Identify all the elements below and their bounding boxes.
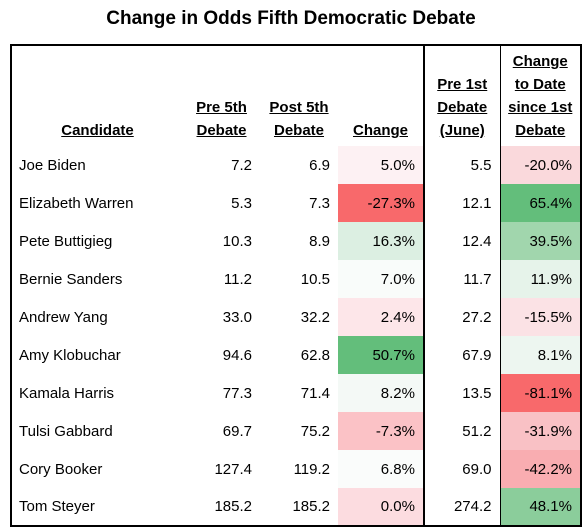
- pre1-odds: 13.5: [423, 374, 500, 412]
- pre5-odds: 185.2: [183, 488, 260, 527]
- change-cell: 6.8%: [338, 450, 424, 488]
- change-to-date-cell: 39.5%: [499, 222, 582, 260]
- table-row: Tom Steyer 185.2 185.2 0.0% 274.2 48.1%: [10, 488, 582, 527]
- change-cell: 7.0%: [338, 260, 424, 298]
- table-title: Change in Odds Fifth Democratic Debate: [106, 8, 476, 29]
- change-cell: 2.4%: [338, 298, 424, 336]
- post5-odds: 6.9: [309, 156, 330, 174]
- change-cell: -7.3%: [338, 412, 424, 450]
- change-to-date-cell: -31.9%: [499, 412, 582, 450]
- change-cell: 16.3%: [338, 222, 424, 260]
- header-row: Candidate Pre 5th Debate Post 5th Debate C…: [10, 44, 582, 146]
- change-to-date-cell: 48.1%: [499, 488, 582, 527]
- pre1-odds: 27.2: [423, 298, 500, 336]
- pre1-odds: 51.2: [423, 412, 500, 450]
- table-row: Pete Buttigieg 10.3 8.9 16.3% 12.4 39.5%: [10, 222, 582, 260]
- change-to-date-cell: -20.0%: [499, 146, 582, 184]
- change-cell: 50.7%: [338, 336, 424, 374]
- pre5-odds: 7.2: [231, 156, 252, 174]
- candidate-name: Pete Buttigieg: [10, 222, 183, 260]
- table-row: Amy Klobuchar 94.6 62.8 50.7% 67.9 8.1%: [10, 336, 582, 374]
- post5-odds: 185.2: [260, 488, 338, 527]
- post5-odds: 71.4: [300, 384, 330, 402]
- post5-odds: 8.9: [309, 232, 330, 250]
- candidate-name: Tulsi Gabbard: [10, 412, 183, 450]
- header-pre1: Pre 1st Debate (June): [423, 44, 500, 146]
- change-to-date-cell: 65.4%: [499, 184, 582, 222]
- candidate-name: Bernie Sanders: [10, 260, 183, 298]
- pre5-odds: 11.2: [223, 270, 252, 288]
- pre5-odds: 94.6: [222, 346, 252, 364]
- candidate-name: Andrew Yang: [10, 298, 183, 336]
- post5-odds: 62.8: [300, 346, 330, 364]
- table-row: Andrew Yang 33.0 32.2 2.4% 27.2 -15.5%: [10, 298, 582, 336]
- pre1-odds: 11.7: [423, 260, 500, 298]
- candidate-name: Kamala Harris: [10, 374, 183, 412]
- table-row: Tulsi Gabbard 69.7 75.2 -7.3% 51.2 -31.9%: [10, 412, 582, 450]
- change-to-date-cell: 11.9%: [499, 260, 582, 298]
- pre5-odds: 10.3: [222, 232, 252, 250]
- change-cell: 5.0%: [338, 146, 424, 184]
- header-post5: Post 5th Debate: [260, 44, 338, 146]
- post5-odds: 75.2: [300, 422, 330, 440]
- change-to-date-cell: 8.1%: [499, 336, 582, 374]
- candidate-name: Elizabeth Warren: [10, 184, 183, 222]
- header-candidate: Candidate: [10, 44, 183, 146]
- change-to-date-cell: -81.1%: [499, 374, 582, 412]
- pre5-odds: 33.0: [222, 308, 252, 326]
- post5-odds: 119.2: [293, 460, 330, 478]
- pre5-odds: 127.4: [214, 460, 252, 478]
- change-to-date-cell: -15.5%: [499, 298, 582, 336]
- table-row: Elizabeth Warren 5.3 7.3 -27.3% 12.1 65.4%: [10, 184, 582, 222]
- pre1-odds: 67.9: [423, 336, 500, 374]
- candidate-name: Cory Booker: [10, 450, 183, 488]
- post5-odds: 7.3: [309, 194, 330, 212]
- pre1-odds: 12.4: [423, 222, 500, 260]
- pre1-odds: 12.1: [423, 184, 500, 222]
- table-row: Kamala Harris 77.3 71.4 8.2% 13.5 -81.1%: [10, 374, 582, 412]
- pre1-odds: 274.2: [423, 488, 500, 527]
- pre1-odds: 69.0: [423, 450, 500, 488]
- table-row: Joe Biden 7.2 6.9 5.0% 5.5 -20.0%: [10, 146, 582, 184]
- candidate-name: Tom Steyer: [10, 488, 183, 527]
- pre5-odds: 69.7: [222, 422, 252, 440]
- table-row: Bernie Sanders 11.2 10.5 7.0% 11.7 11.9%: [10, 260, 582, 298]
- odds-table: Candidate Pre 5th Debate Post 5th Debate C…: [10, 44, 582, 527]
- pre5-odds: 77.3: [222, 384, 252, 402]
- candidate-name: Joe Biden: [10, 146, 183, 184]
- candidate-name: Amy Klobuchar: [10, 336, 183, 374]
- change-cell: 0.0%: [338, 488, 424, 527]
- change-cell: 8.2%: [338, 374, 424, 412]
- pre5-odds: 5.3: [231, 194, 252, 212]
- change-cell: -27.3%: [338, 184, 424, 222]
- change-to-date-cell: -42.2%: [499, 450, 582, 488]
- pre1-odds: 5.5: [423, 146, 500, 184]
- post5-odds: 32.2: [300, 308, 330, 326]
- header-change: Change: [338, 44, 424, 146]
- header-pre5: Pre 5th Debate: [183, 44, 260, 146]
- post5-odds: 10.5: [300, 270, 330, 288]
- table-row: Cory Booker 127.4 119.2 6.8% 69.0 -42.2%: [10, 450, 582, 488]
- header-change-to-date: Change to Date since 1st Debate: [499, 44, 582, 146]
